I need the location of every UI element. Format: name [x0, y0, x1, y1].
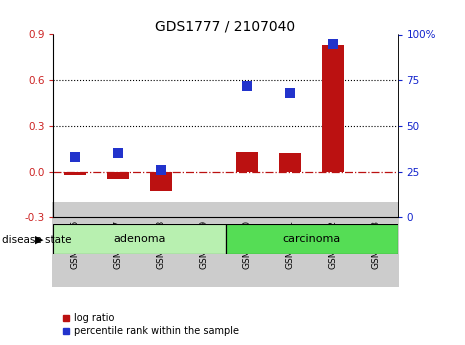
Point: [157, 167, 165, 172]
Text: ▶: ▶: [35, 235, 44, 245]
Text: carcinoma: carcinoma: [282, 234, 341, 244]
Bar: [226, 224, 398, 254]
Bar: [150, 171, 172, 191]
Point: [71, 154, 79, 160]
Bar: [107, 171, 129, 179]
Point: [243, 83, 251, 88]
Bar: [236, 152, 258, 171]
Bar: [279, 153, 301, 171]
Point: [114, 150, 122, 156]
Legend: log ratio, percentile rank within the sample: log ratio, percentile rank within the sa…: [58, 309, 243, 340]
Text: adenoma: adenoma: [113, 234, 166, 244]
Title: GDS1777 / 2107040: GDS1777 / 2107040: [155, 19, 296, 33]
Text: disease state: disease state: [2, 235, 72, 245]
Bar: [53, 224, 226, 254]
Bar: [322, 45, 344, 171]
Point: [286, 90, 294, 96]
Point: [329, 41, 337, 46]
Bar: [64, 171, 86, 175]
